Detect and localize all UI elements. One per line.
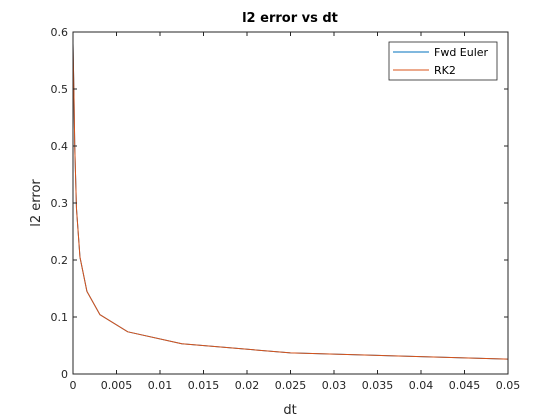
y-tick-label: 0.1 xyxy=(51,311,69,324)
chart-title: l2 error vs dt xyxy=(242,11,338,26)
x-tick-label: 0.045 xyxy=(449,379,481,392)
series-layer xyxy=(72,43,509,360)
y-tick-label: 0.6 xyxy=(51,26,69,39)
x-axis-ticks: 0 0.005 0.01 0.015 0.02 0.025 0.03 0.035 0.04 0.0… xyxy=(70,32,521,392)
plot-area xyxy=(73,32,508,374)
x-tick-label: 0.025 xyxy=(275,379,307,392)
series-line-rk2 xyxy=(72,43,509,360)
y-tick-label: 0.5 xyxy=(51,83,69,96)
y-tick-label: 0 xyxy=(61,368,68,381)
x-tick-label: 0.01 xyxy=(148,379,173,392)
x-tick-label: 0.05 xyxy=(496,379,521,392)
y-tick-label: 0.2 xyxy=(51,254,69,267)
x-tick-label: 0 xyxy=(70,379,77,392)
legend-box xyxy=(388,41,498,81)
legend: Fwd Euler RK2 xyxy=(388,41,498,81)
x-tick-label: 0.035 xyxy=(362,379,394,392)
y-axis-ticks: 0 0.1 0.2 0.3 0.4 0.5 0.6 xyxy=(51,26,508,381)
y-tick-label: 0.3 xyxy=(51,197,69,210)
x-tick-label: 0.015 xyxy=(188,379,220,392)
x-tick-label: 0.02 xyxy=(235,379,260,392)
x-tick-label: 0.005 xyxy=(101,379,133,392)
y-tick-label: 0.4 xyxy=(51,140,69,153)
legend-label-fwd-euler: Fwd Euler xyxy=(434,46,489,59)
legend-label-rk2: RK2 xyxy=(434,64,456,77)
x-tick-label: 0.04 xyxy=(409,379,434,392)
x-axis-title: dt xyxy=(283,403,296,418)
y-axis-title: l2 error xyxy=(29,179,44,227)
x-tick-label: 0.03 xyxy=(322,379,347,392)
